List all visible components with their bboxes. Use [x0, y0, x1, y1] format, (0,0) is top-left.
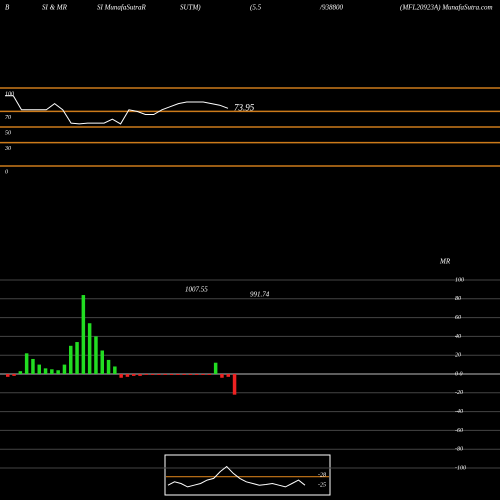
bar: [50, 369, 54, 374]
y-tick-label: 20: [455, 353, 461, 359]
bar: [150, 374, 155, 375]
bar: [43, 368, 48, 374]
bar: [232, 374, 237, 395]
y-tick-label: 60: [455, 315, 461, 321]
mini-label: -28: [318, 472, 326, 478]
bar: [138, 374, 142, 376]
bar: [226, 374, 230, 377]
y-tick-label: 30: [4, 146, 11, 152]
bar: [220, 374, 224, 378]
bar: [213, 362, 218, 374]
header-text: SUTM): [180, 4, 201, 12]
y-tick-label: 80: [455, 296, 461, 302]
bar: [37, 364, 41, 374]
bar: [75, 342, 79, 374]
y-tick-label: 100: [5, 91, 14, 97]
bar: [125, 374, 130, 377]
bar: [201, 374, 205, 375]
bar: [119, 374, 123, 378]
bar: [144, 374, 149, 375]
y-tick-label: 0: [5, 169, 8, 175]
y-tick-label: -60: [455, 428, 463, 434]
y-tick-label: -20: [455, 390, 463, 396]
bar: [176, 374, 180, 375]
y-tick-label: 0 0: [455, 371, 463, 377]
line: [167, 465, 306, 488]
bar: [69, 345, 73, 374]
bar: [182, 374, 186, 375]
y-tick-label: 70: [5, 115, 11, 121]
bar: [18, 371, 23, 374]
mini-label: -25: [318, 482, 326, 488]
bar: [188, 374, 193, 375]
bar: [132, 374, 136, 376]
header-text: B: [5, 4, 10, 12]
bar: [12, 374, 16, 376]
bar: [106, 359, 111, 374]
bar: [169, 374, 174, 375]
header-text: SI & MR: [42, 4, 68, 12]
bar: [87, 323, 92, 374]
bar: [81, 295, 86, 374]
bar: [163, 374, 167, 375]
bar: [6, 374, 10, 377]
mini-frame: [164, 454, 331, 496]
annotation: 1007.55: [185, 286, 208, 294]
bar: [94, 336, 98, 374]
bar: [56, 370, 60, 374]
bar: [207, 374, 212, 375]
bar: [100, 350, 104, 374]
bar: [62, 364, 67, 374]
bar: [195, 374, 199, 375]
bar: [24, 353, 29, 374]
header-text: (5.5: [250, 4, 262, 12]
y-tick-label: 100: [455, 277, 464, 283]
bar: [31, 358, 35, 374]
y-tick-label: -40: [455, 408, 463, 415]
y-tick-label: -80: [455, 447, 463, 453]
line: [5, 95, 229, 125]
bar: [113, 366, 117, 374]
panel-label: MR: [439, 258, 451, 266]
annotation: 991.74: [250, 291, 270, 299]
bar: [157, 374, 161, 375]
y-tick-label: -100: [455, 465, 466, 471]
header-text: /938800: [319, 4, 343, 12]
y-tick-label: 50: [5, 130, 11, 136]
header-text: SI MunafaSutraR: [97, 4, 147, 12]
value-label: 73.95: [234, 102, 255, 112]
y-tick-label: 40: [455, 333, 461, 340]
header-text: (MFL20923A) MunafaSutra.com: [400, 4, 493, 12]
